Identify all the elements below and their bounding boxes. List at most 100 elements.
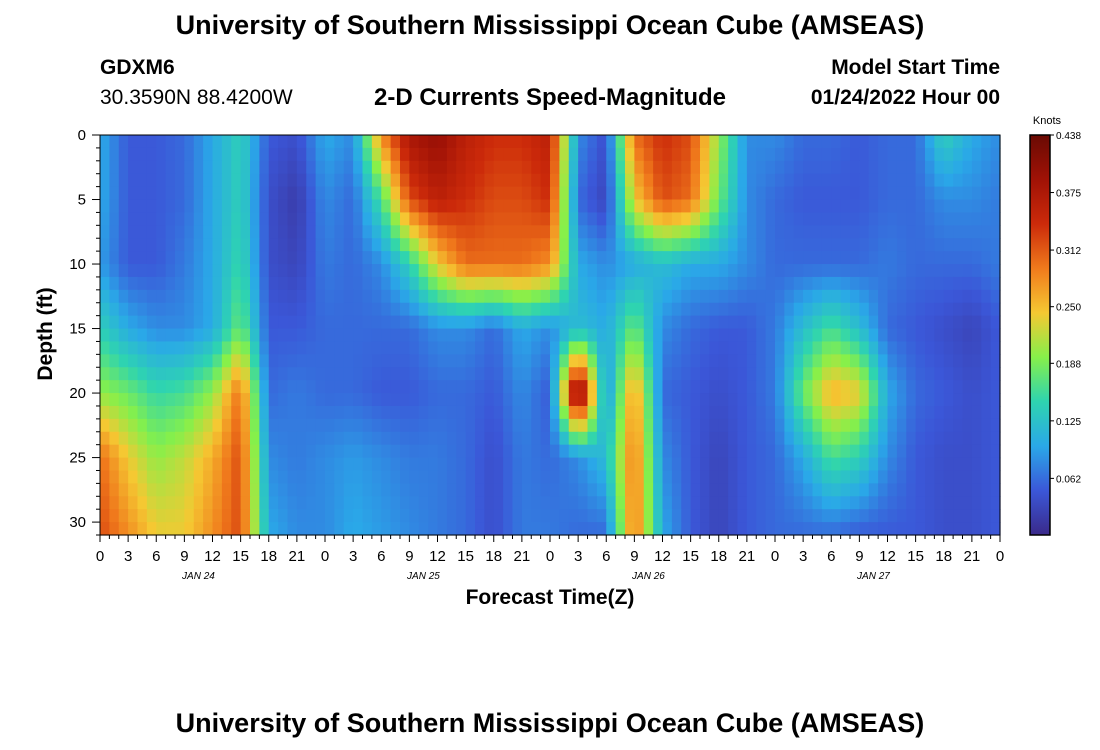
heat-cell (353, 302, 364, 317)
heat-cell (231, 418, 242, 433)
heat-cell (493, 289, 504, 304)
heat-cell (540, 393, 551, 407)
heat-cell (493, 238, 504, 252)
heat-cell (221, 509, 232, 523)
heat-cell (428, 302, 439, 317)
heat-cell (934, 444, 945, 459)
heat-cell (812, 302, 823, 317)
heat-cell (475, 212, 485, 226)
heat-cell (315, 238, 326, 252)
heat-cell (128, 186, 139, 201)
heat-cell (184, 380, 195, 394)
heat-cell (896, 238, 907, 252)
heat-cell (765, 496, 776, 510)
heat-cell (296, 251, 307, 265)
heat-cell (343, 302, 354, 317)
heat-cell (578, 276, 589, 291)
heat-cell (371, 496, 382, 510)
heat-cell (568, 457, 579, 472)
heat-cell (240, 393, 251, 407)
heat-cell (887, 431, 898, 446)
heat-cell (175, 380, 185, 394)
heat-cell (315, 431, 326, 446)
heat-cell (821, 199, 832, 214)
heat-cell (212, 354, 223, 368)
heat-cell (803, 251, 814, 265)
x-tick-label: 0 (321, 548, 329, 565)
heat-cell (175, 264, 185, 278)
heat-cell (203, 289, 214, 304)
heat-cell (690, 147, 701, 162)
heat-cell (353, 405, 364, 420)
heat-cell (578, 328, 589, 343)
heat-cell (540, 212, 551, 226)
heat-cell (259, 496, 270, 510)
heat-cell (943, 315, 954, 330)
heat-cell (287, 173, 298, 188)
heat-cell (934, 496, 945, 510)
heat-cell (681, 393, 692, 407)
x-tick-label: 21 (289, 548, 306, 565)
heat-cell (493, 418, 504, 433)
heat-cell (859, 238, 870, 252)
heat-cell (578, 212, 589, 226)
heat-cell (868, 276, 879, 291)
heat-cell (315, 483, 326, 497)
heat-cell (915, 186, 926, 201)
heat-cell (371, 173, 382, 188)
heat-cell (634, 483, 645, 497)
heat-cell (390, 315, 401, 330)
heat-cell (531, 328, 542, 343)
heat-cell (971, 509, 982, 523)
heat-cell (287, 186, 298, 201)
heat-cell (803, 147, 814, 162)
heat-cell (521, 393, 532, 407)
heat-cell (662, 225, 673, 239)
heat-cell (493, 160, 504, 175)
x-tick-label: 12 (654, 548, 671, 565)
heat-cell (296, 470, 307, 484)
heat-cell (746, 264, 757, 278)
heat-cell (475, 264, 485, 278)
heat-cell (906, 380, 917, 394)
heat-cell (625, 496, 635, 510)
heat-cell (212, 380, 223, 394)
heat-cell (521, 405, 532, 420)
heat-cell (709, 418, 720, 433)
heat-cell (559, 199, 570, 214)
heat-cell (146, 470, 157, 484)
heat-cell (550, 264, 560, 278)
heat-cell (343, 444, 354, 459)
heat-cell (906, 496, 917, 510)
heat-cell (728, 147, 739, 162)
heat-cell (728, 225, 739, 239)
heat-cell (934, 302, 945, 317)
heat-cell (475, 405, 485, 420)
heat-cell (531, 289, 542, 304)
heat-cell (446, 522, 457, 536)
heat-cell (634, 431, 645, 446)
heat-cell (943, 212, 954, 226)
heat-cell (165, 147, 176, 162)
heat-cell (728, 315, 739, 330)
heat-cell (643, 302, 654, 317)
heat-cell (746, 315, 757, 330)
heat-cell (371, 315, 382, 330)
heat-cell (718, 380, 729, 394)
heat-cell (653, 380, 664, 394)
heat-cell (278, 444, 289, 459)
heat-cell (850, 160, 860, 175)
heat-cell (756, 418, 767, 433)
heat-cell (437, 238, 448, 252)
heat-cell (493, 173, 504, 188)
heat-cell (793, 315, 804, 330)
heat-cell (503, 251, 514, 265)
heat-cell (709, 251, 720, 265)
heat-cell (812, 199, 823, 214)
heat-cell (643, 380, 654, 394)
heat-cell (746, 212, 757, 226)
heat-cell (428, 405, 439, 420)
heat-cell (296, 393, 307, 407)
heat-cell (343, 160, 354, 175)
heat-cell (325, 147, 335, 162)
